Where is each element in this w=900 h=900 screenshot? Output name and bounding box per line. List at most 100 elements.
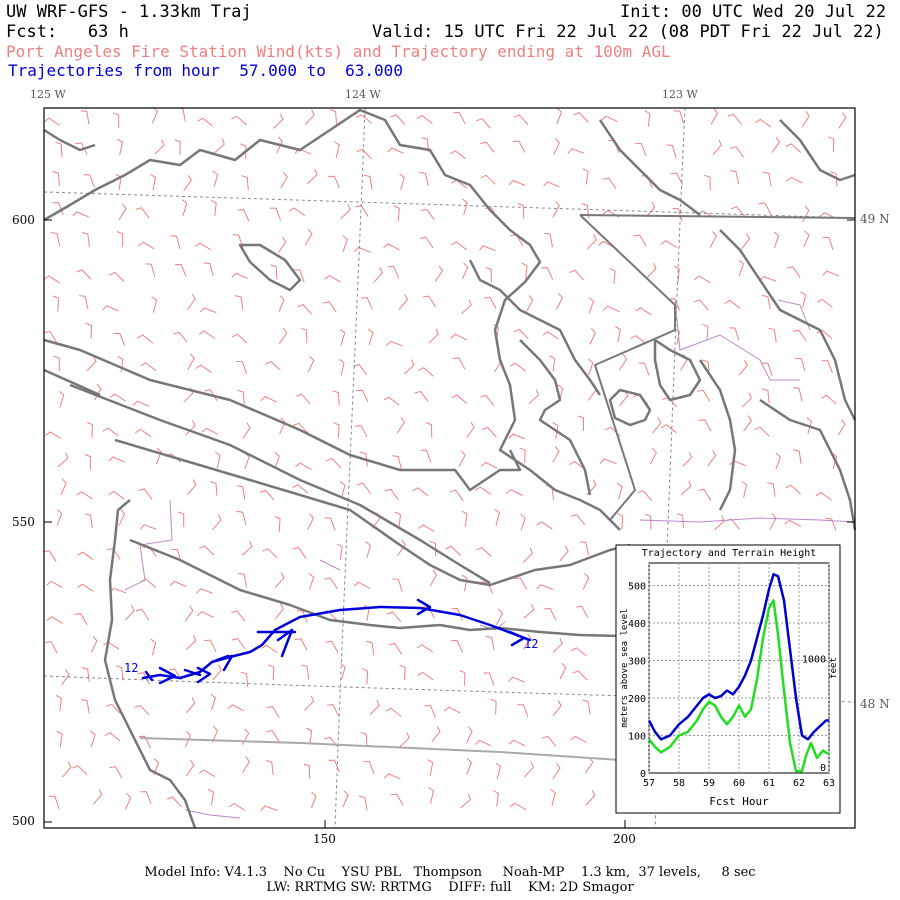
wind-barb	[273, 113, 284, 129]
wind-barb	[184, 730, 191, 748]
wind-barb	[784, 519, 802, 527]
wind-barb	[326, 704, 340, 717]
trajectory-arrowhead	[416, 598, 432, 616]
wind-barb	[420, 208, 435, 220]
wind-barb	[570, 647, 587, 657]
inset-x-ticks: 57 58 59 60 61 62 63	[643, 778, 835, 789]
wind-barb	[359, 451, 368, 467]
wind-barb	[773, 231, 780, 249]
model-info-line1: Model Info: V4.1.3 No Cu YSU PBL Thompso…	[144, 865, 756, 880]
wind-barb	[288, 207, 305, 217]
wind-barb	[399, 664, 406, 681]
init-time: Init: 00 UTC Wed 20 Jul 22	[620, 2, 887, 22]
inset-chart: Trajectory and Terrain Height 57 58 59 60 61…	[615, 544, 841, 814]
wind-barb	[353, 363, 368, 376]
wind-barb	[637, 490, 652, 502]
wind-barb	[462, 198, 468, 216]
wind-barb	[450, 241, 467, 251]
coast-segment	[43, 368, 101, 397]
wind-barb	[81, 232, 90, 247]
wind-barb	[806, 417, 813, 435]
wind-barb	[260, 396, 278, 403]
wind-barb	[586, 234, 597, 250]
map-subtitle: Port Angeles Fire Station Wind(kts) and …	[6, 42, 671, 61]
wind-barb	[274, 451, 280, 469]
wind-barb	[392, 578, 403, 592]
inset-grid	[648, 563, 830, 773]
wind-barb	[478, 245, 496, 252]
wind-barb	[56, 509, 63, 526]
mainland-coast	[719, 229, 857, 421]
inset-x-tick-label: 59	[703, 778, 715, 789]
trajectory-range: Trajectories from hour 57.000 to 63.000	[8, 61, 403, 80]
wind-barb	[466, 726, 473, 744]
wind-barb	[104, 732, 121, 742]
wind-barb	[170, 235, 181, 250]
wind-barb	[118, 203, 127, 221]
wind-barb	[743, 415, 752, 432]
wind-barb	[173, 331, 188, 343]
inset-y-tick-label: 100	[628, 732, 646, 743]
wind-barb	[325, 640, 339, 653]
wind-barb	[297, 304, 313, 315]
wind-barb-field	[43, 106, 847, 811]
wind-barb	[304, 109, 315, 125]
wind-barb	[181, 199, 188, 217]
wind-barb	[461, 574, 468, 592]
wind-barb	[676, 513, 684, 529]
wind-barb	[599, 458, 617, 465]
wind-barb	[55, 694, 62, 712]
wind-barb	[92, 788, 103, 805]
trajectory-start-label: 12	[124, 661, 138, 675]
wind-barb	[819, 212, 837, 219]
wind-barb	[367, 328, 374, 346]
wind-barb	[775, 452, 781, 470]
wind-barb	[588, 297, 594, 314]
wind-barb	[633, 234, 647, 247]
wind-barb	[506, 488, 523, 496]
wind-barb	[72, 211, 90, 218]
wind-barb	[517, 203, 525, 219]
wind-barb	[383, 243, 400, 251]
inset-y-tick-label: 400	[628, 619, 646, 630]
wind-barb	[522, 547, 533, 563]
wind-barb	[480, 461, 498, 469]
wind-barb	[698, 488, 712, 501]
wind-barb	[461, 299, 472, 314]
wind-barb	[601, 115, 618, 123]
wind-barb	[274, 515, 281, 532]
lon-label-124w: 124 W	[345, 88, 381, 101]
wind-barb	[714, 515, 725, 531]
wind-barb	[240, 143, 247, 160]
wind-barb	[115, 665, 124, 681]
wind-barb	[822, 270, 840, 277]
wind-barb	[340, 203, 351, 220]
wind-barb	[759, 276, 777, 282]
wind-barb	[58, 391, 65, 408]
boundary-lines	[139, 214, 856, 761]
wind-barb	[140, 362, 157, 372]
wind-barb	[177, 511, 185, 528]
wind-barb	[521, 262, 528, 279]
wind-barb	[673, 110, 685, 124]
wind-barb	[422, 295, 437, 308]
coast-segment	[43, 128, 96, 152]
wind-barb	[660, 424, 677, 434]
wind-barb	[265, 729, 280, 742]
wind-barb	[724, 299, 741, 309]
wind-barb	[109, 587, 126, 594]
wind-barb	[90, 635, 98, 653]
wind-barb	[490, 698, 497, 715]
wind-barb	[444, 706, 461, 714]
trajectory-arrowhead	[158, 666, 177, 685]
trajectory-arrowhead	[508, 630, 526, 647]
wind-barb	[117, 138, 124, 156]
wind-barb	[646, 262, 657, 279]
wind-barb	[417, 524, 435, 532]
trajectory	[141, 598, 532, 685]
wind-barb	[761, 362, 773, 376]
inset-y-tick-label: 0	[640, 769, 646, 780]
wind-barb	[328, 759, 340, 773]
wind-barb	[324, 274, 341, 283]
